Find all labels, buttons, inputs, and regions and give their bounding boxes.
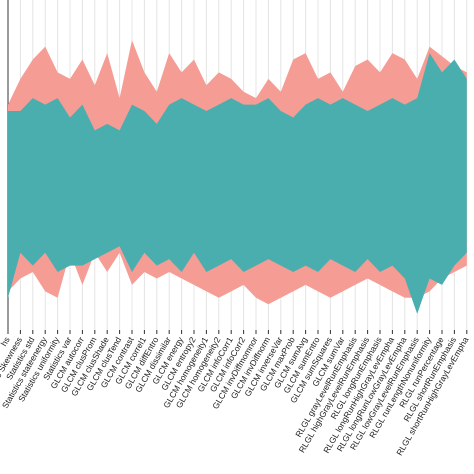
area-band bbox=[8, 53, 467, 314]
x-tick-label: hs bbox=[0, 335, 12, 348]
